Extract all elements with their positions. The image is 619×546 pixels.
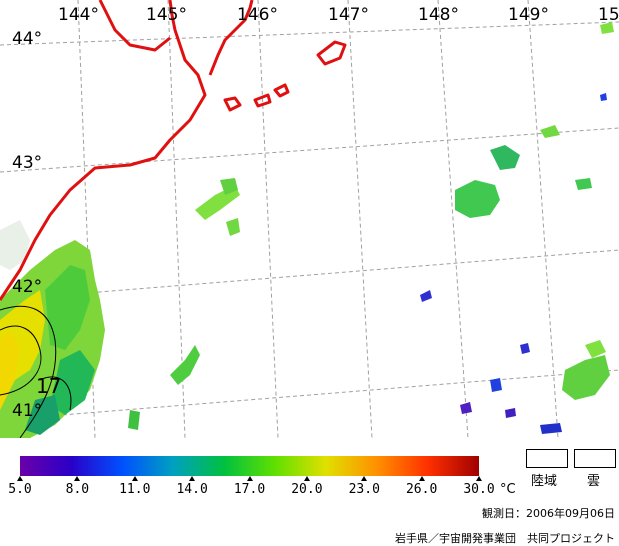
- cloud-legend-swatch: [574, 449, 616, 468]
- contour-label: 17: [36, 374, 61, 398]
- colorbar-tick-mark: [361, 476, 368, 481]
- lon-label-150: 15: [598, 5, 619, 25]
- lon-label-146: 146°: [237, 5, 278, 25]
- colorbar-tick-label: 11.0: [119, 482, 151, 497]
- lat-label-42: 42°: [12, 277, 42, 297]
- colorbar-tick-mark: [246, 476, 253, 481]
- isotherm-contours: [0, 305, 72, 438]
- colorbar-tick-mark: [74, 476, 81, 481]
- lon-label-149: 149°: [508, 5, 549, 25]
- lon-label-144: 144°: [58, 5, 99, 25]
- colorbar-tick-label: 23.0: [348, 482, 380, 497]
- sst-map: 17 144° 145° 146° 147° 148° 149° 15: [0, 0, 619, 438]
- coastline: [0, 0, 347, 301]
- sst-offshore-patches: [170, 22, 614, 434]
- credit-text: 岩手県／宇宙開発事業団 共同プロジェクト: [395, 532, 615, 545]
- temperature-colorbar: [20, 456, 479, 476]
- colorbar-tick-label: 14.0: [176, 482, 208, 497]
- land-legend-label: 陸域: [531, 474, 558, 489]
- colorbar-tick-mark: [476, 476, 482, 481]
- lat-label-43: 43°: [12, 153, 42, 173]
- cloud-legend-label: 雲: [587, 474, 601, 489]
- lon-label-145: 145°: [146, 5, 187, 25]
- lon-label-147: 147°: [328, 5, 369, 25]
- colorbar-tick-mark: [131, 476, 138, 481]
- colorbar-tick-label: 30.0: [463, 482, 495, 497]
- colorbar-tick-label: 5.0: [8, 482, 32, 497]
- colorbar-tick-mark: [303, 476, 310, 481]
- colorbar-tick-label: 8.0: [65, 482, 90, 497]
- colorbar-tick-label: 17.0: [233, 482, 266, 497]
- colorbar-unit: °C: [500, 482, 516, 497]
- sst-coastal-field: [0, 220, 140, 438]
- lat-label-41: 41°: [12, 401, 42, 421]
- lat-label-44: 44°: [12, 29, 42, 49]
- land-legend-swatch: [526, 449, 568, 468]
- colorbar-tick-mark: [418, 476, 425, 481]
- colorbar-tick-mark: [189, 476, 196, 481]
- colorbar-tick-label: 26.0: [405, 482, 438, 497]
- lon-label-148: 148°: [418, 5, 459, 25]
- observation-date: 観測日：2006年09月06日: [482, 507, 615, 520]
- colorbar-tick-label: 20.0: [291, 482, 323, 497]
- colorbar-tick-mark: [17, 476, 23, 481]
